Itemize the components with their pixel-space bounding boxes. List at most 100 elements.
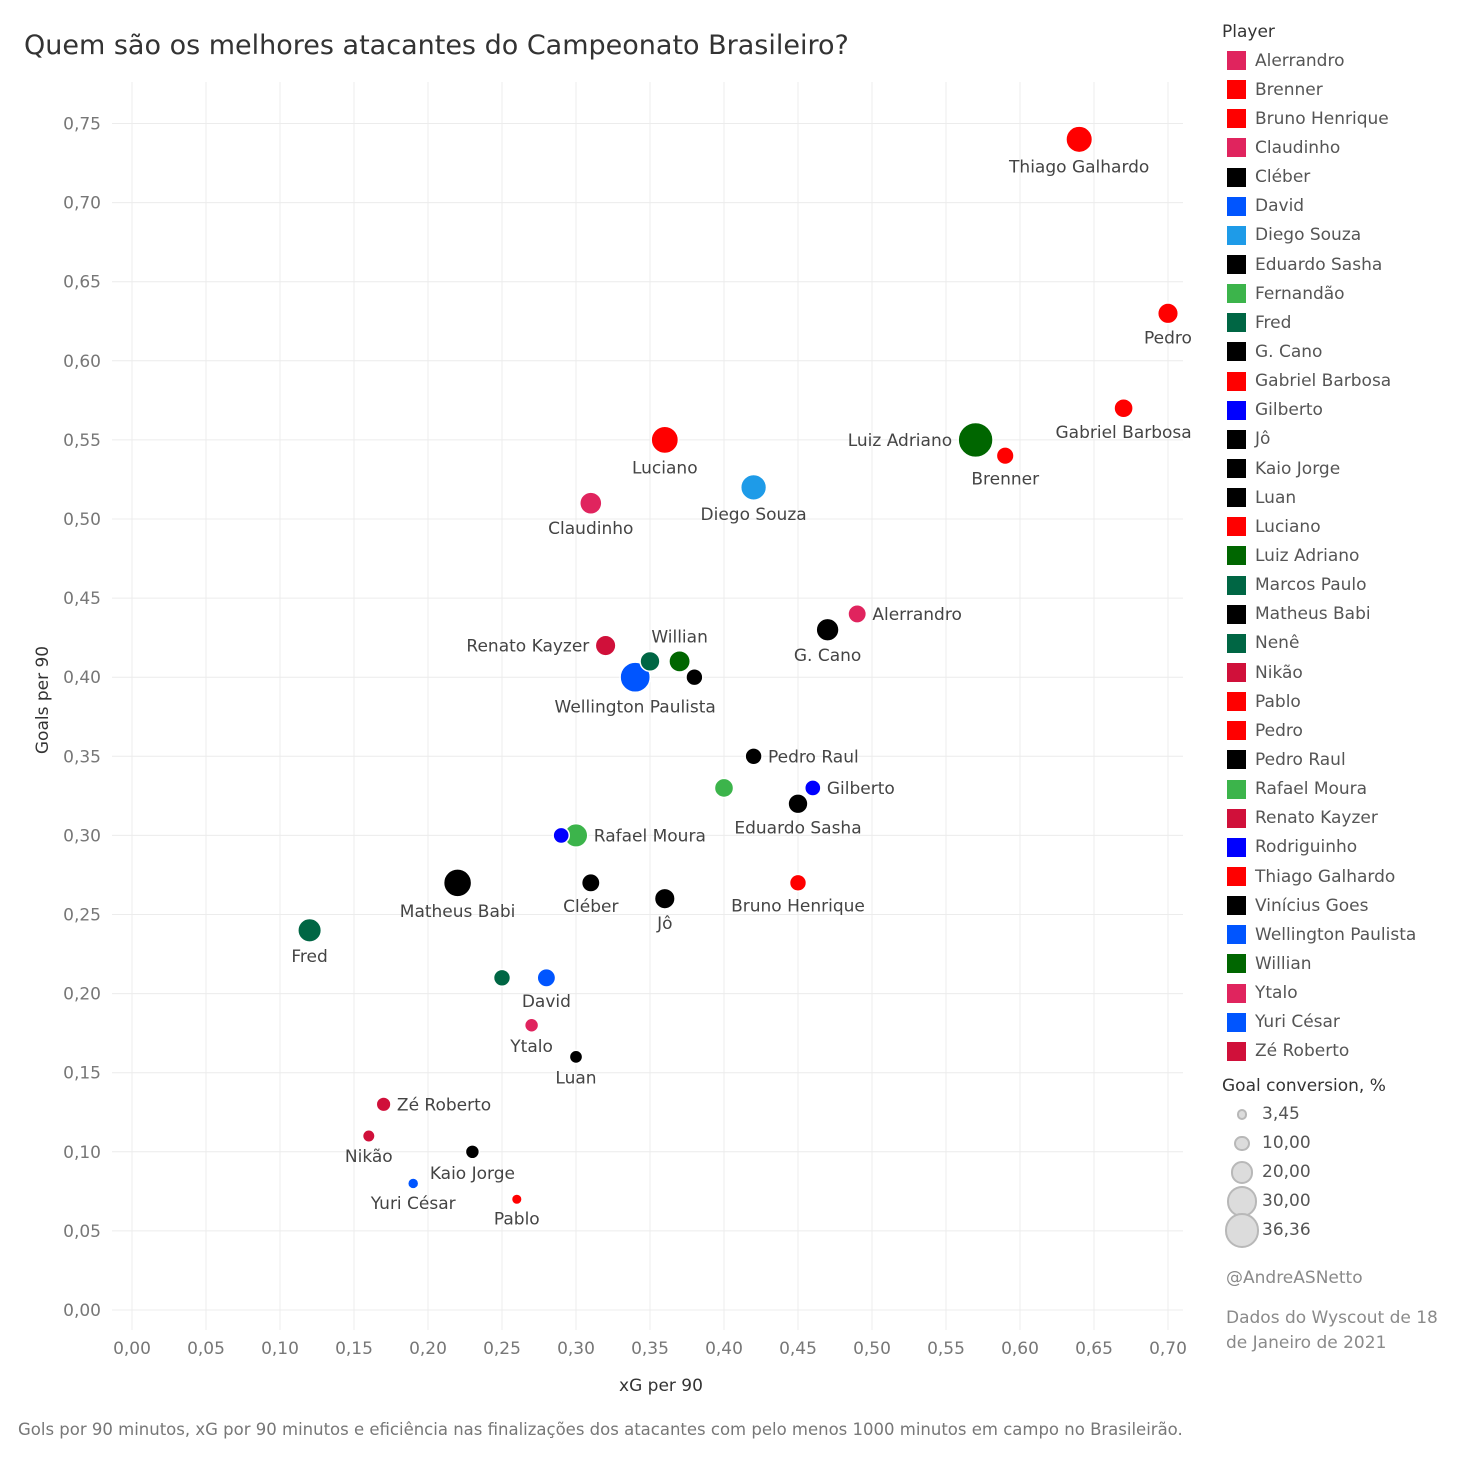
x-tick-label: 0,30	[557, 1339, 595, 1359]
x-tick-label: 0,05	[187, 1339, 225, 1359]
legend-item: Pedro Raul	[1222, 745, 1452, 774]
legend-item: Willian	[1222, 949, 1452, 978]
legend-swatch	[1227, 196, 1246, 216]
legend-item: Bruno Henrique	[1222, 104, 1452, 133]
y-tick-label: 0,40	[63, 668, 101, 688]
x-tick-label: 0,10	[261, 1339, 299, 1359]
x-tick-label: 0,20	[409, 1339, 447, 1359]
x-tick-label: 0,40	[705, 1339, 743, 1359]
legend-swatch	[1227, 284, 1246, 304]
data-point	[788, 873, 808, 893]
y-tick-label: 0,25	[63, 906, 101, 926]
point-label: Rafael Moura	[594, 826, 706, 846]
legend-item: Rafael Moura	[1222, 775, 1452, 804]
legend-swatch	[1227, 633, 1246, 653]
point-label: Luciano	[632, 459, 698, 479]
legend-label: Cléber	[1255, 167, 1311, 188]
size-legend-item: 20,00	[1222, 1158, 1452, 1187]
point-label: Cléber	[563, 897, 618, 917]
legend-item: Luciano	[1222, 512, 1452, 541]
legend-swatch	[1227, 750, 1246, 770]
x-tick-label: 0,65	[1075, 1339, 1113, 1359]
legend-item: Wellington Paulista	[1222, 920, 1452, 949]
scatter-plot: 0,00 0,05 0,10 0,15 0,20 0,25 0,30 0,35 0,40 0,45…	[33, 82, 1192, 1396]
x-tick-label: 0,00	[113, 1339, 151, 1359]
legend-swatch	[1227, 983, 1246, 1003]
legend-swatch	[1227, 225, 1246, 245]
legend-item: Luan	[1222, 483, 1452, 512]
legend-title: Player	[1222, 22, 1275, 42]
legend-item: Nikão	[1222, 658, 1452, 687]
legend-swatch	[1227, 896, 1246, 916]
author-credit: @AndreASNetto	[1226, 1268, 1363, 1288]
data-point	[619, 661, 652, 694]
size-circle-wrap	[1222, 1109, 1262, 1120]
size-legend-label: 3,45	[1262, 1104, 1300, 1125]
legend-swatch	[1227, 867, 1246, 886]
point-label: David	[522, 992, 571, 1012]
point-label: G. Cano	[794, 646, 861, 666]
size-legend-item: 10,00	[1222, 1129, 1452, 1158]
data-point	[568, 1049, 584, 1065]
size-legend-label: 36,36	[1262, 1220, 1311, 1241]
point-label: Pedro	[1144, 329, 1192, 349]
legend-label: Nenê	[1255, 633, 1300, 654]
x-tick-label: 0,50	[853, 1339, 891, 1359]
legend-swatch	[1227, 575, 1246, 595]
legend-swatch	[1227, 954, 1246, 974]
x-tick-label: 0,15	[335, 1339, 373, 1359]
legend-item: Matheus Babi	[1222, 600, 1452, 629]
point-label: Luan	[555, 1068, 596, 1088]
size-legend-item: 36,36	[1222, 1212, 1452, 1248]
legend-item: Pablo	[1222, 687, 1452, 716]
player-legend-list: Alerrandro Brenner Bruno Henrique Claudinho…	[1222, 46, 1452, 1066]
legend-label: Vinícius Goes	[1255, 895, 1369, 916]
data-point	[1156, 302, 1180, 325]
legend-label: Luciano	[1255, 516, 1321, 537]
legend-swatch	[1227, 808, 1246, 828]
legend: Player Alerrandro Brenner Bruno Henrique Cl…	[1222, 22, 1452, 1248]
size-circle	[1236, 1109, 1248, 1120]
legend-label: Rodriguinho	[1255, 837, 1358, 858]
data-point	[847, 603, 868, 624]
data-point	[375, 1096, 392, 1113]
legend-label: Pablo	[1255, 691, 1301, 712]
size-legend-list: 3,45 10,00 20,00 30,00 36,36	[1222, 1100, 1452, 1248]
point-label: Diego Souza	[701, 505, 807, 525]
data-point	[787, 793, 809, 815]
legend-swatch	[1227, 400, 1246, 420]
legend-label: Wellington Paulista	[1255, 924, 1417, 945]
data-point	[685, 668, 704, 687]
y-tick-label: 0,45	[63, 589, 101, 609]
size-circle	[1234, 1135, 1250, 1152]
y-tick-label: 0,00	[63, 1301, 101, 1321]
legend-label: Marcos Paulo	[1255, 575, 1367, 596]
legend-label: Thiago Galhardo	[1255, 866, 1396, 887]
data-source-note: Dados do Wyscout de 18 de Janeiro de 202…	[1226, 1308, 1438, 1353]
legend-item: Nenê	[1222, 629, 1452, 658]
legend-swatch	[1227, 837, 1246, 857]
data-point	[957, 421, 994, 459]
size-circle-wrap	[1222, 1161, 1262, 1184]
point-label: Claudinho	[548, 519, 633, 539]
legend-item: Diego Souza	[1222, 221, 1452, 250]
legend-label: Kaio Jorge	[1255, 458, 1341, 479]
data-point	[442, 868, 473, 898]
data-point	[803, 779, 822, 797]
x-axis-title: xG per 90	[619, 1376, 703, 1396]
y-tick-label: 0,20	[63, 985, 101, 1005]
legend-swatch	[1227, 371, 1246, 391]
legend-swatch	[1227, 429, 1246, 449]
x-tick-label: 0,70	[1149, 1339, 1187, 1359]
y-tick-label: 0,55	[63, 431, 101, 451]
point-label: Matheus Babi	[400, 902, 516, 922]
point-label: Zé Roberto	[397, 1095, 491, 1115]
legend-item: Thiago Galhardo	[1222, 862, 1452, 891]
point-label: Pablo	[494, 1210, 540, 1230]
legend-item: Alerrandro	[1222, 46, 1452, 75]
legend-swatch	[1227, 517, 1246, 537]
legend-swatch	[1227, 51, 1246, 71]
data-point	[492, 968, 512, 987]
data-point	[361, 1129, 376, 1143]
legend-swatch	[1227, 313, 1246, 333]
